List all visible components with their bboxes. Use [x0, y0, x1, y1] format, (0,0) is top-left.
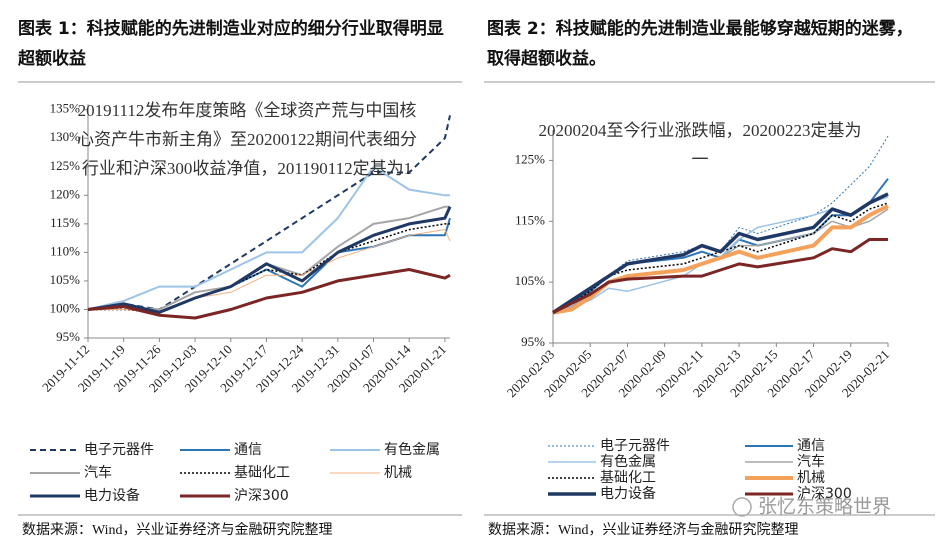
legend-label: 沪深300	[797, 486, 852, 502]
legend-label: 汽车	[84, 464, 112, 481]
legend-label: 电子元器件	[600, 438, 670, 454]
legend-label: 通信	[234, 442, 262, 458]
y-tick-label: 105%	[515, 273, 546, 288]
legend-label: 有色金属	[384, 441, 440, 458]
series-line	[552, 238, 888, 314]
legend-label: 基础化工	[600, 469, 656, 486]
y-tick-label: 105%	[50, 272, 81, 287]
legend-label: 通信	[797, 438, 825, 454]
legend-label: 机械	[384, 465, 412, 481]
series-line	[87, 268, 451, 320]
source: 数据来源：Wind，兴业证券经济与金融研究院整理	[488, 523, 799, 538]
watermark: 张忆东策略世界	[758, 496, 891, 518]
legend-label: 电力设备	[600, 485, 656, 502]
series-line	[87, 115, 451, 311]
annotation: 20191112发布年度策略《全球资产荒与中国核心资产牛市新主角》至202001…	[77, 101, 417, 178]
y-tick-label: 95%	[521, 334, 545, 349]
series-line	[87, 205, 450, 311]
y-tick-label: 120%	[50, 186, 81, 201]
series-line	[552, 208, 889, 314]
legend-label: 机械	[797, 470, 825, 486]
y-tick-label: 115%	[50, 215, 80, 230]
chart-title: 图表 1：科技赋能的先进制造业对应的细分行业取得明显超额收益	[18, 19, 444, 69]
legend-label: 有色金属	[600, 453, 656, 470]
series-line	[87, 165, 450, 311]
y-tick-label: 135%	[50, 101, 81, 116]
chart-title: 图表 2：科技赋能的先进制造业最能够穿越短期的迷雾，取得超额收益。	[487, 19, 913, 69]
y-tick-label: 110%	[50, 243, 80, 258]
y-tick-label: 130%	[50, 129, 81, 144]
legend-label: 沪深300	[234, 488, 289, 504]
series-line	[552, 192, 889, 315]
y-tick-label: 100%	[50, 300, 81, 315]
y-tick-label: 125%	[50, 158, 81, 173]
legend-label: 电力设备	[84, 487, 140, 504]
y-tick-label: 125%	[515, 151, 546, 166]
legend-label: 汽车	[797, 453, 825, 470]
series-line	[87, 206, 452, 314]
legend-label: 电子元器件	[84, 442, 154, 458]
series-line	[552, 204, 889, 315]
annotation: 20200204至今行业涨跌幅，20200223定基为一	[538, 121, 862, 169]
watermark-icon	[732, 497, 752, 517]
y-tick-label: 95%	[56, 329, 80, 344]
legend-label: 基础化工	[234, 464, 290, 481]
source: 数据来源：Wind，兴业证券经济与金融研究院整理	[22, 523, 333, 538]
y-tick-label: 115%	[515, 212, 545, 227]
